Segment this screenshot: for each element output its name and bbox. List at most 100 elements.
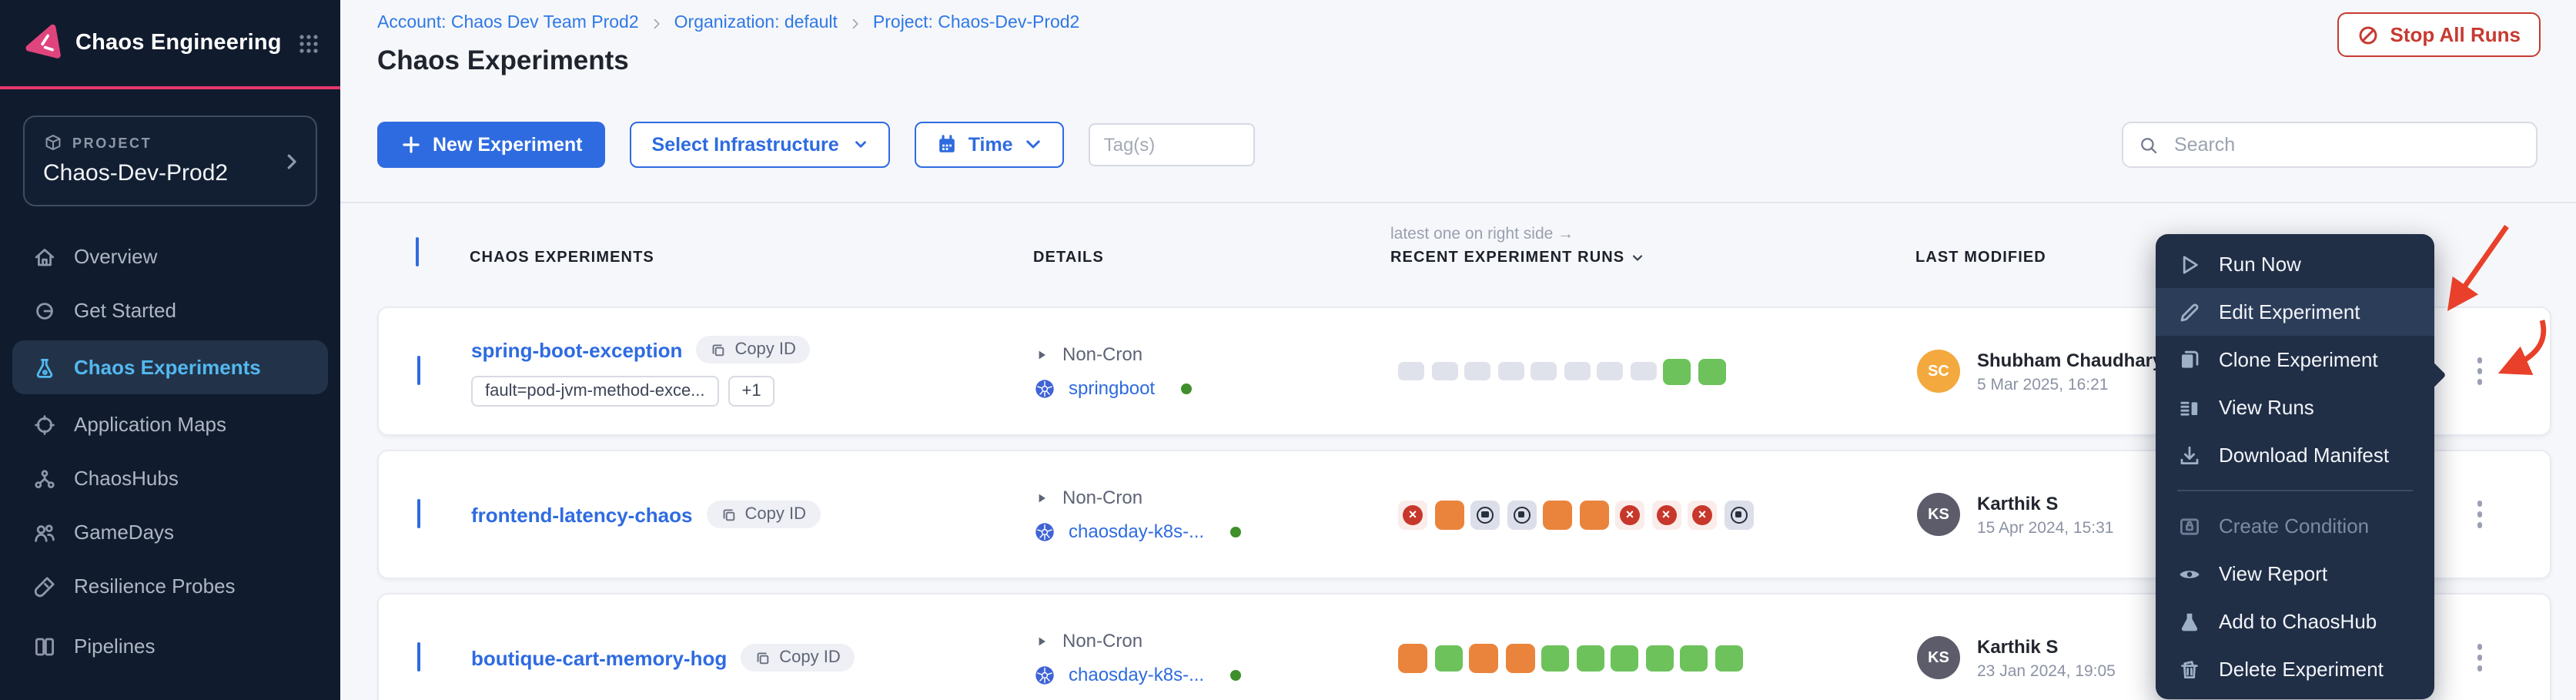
play-solid-icon[interactable] — [1035, 634, 1049, 648]
run-status-completed[interactable] — [1715, 645, 1742, 671]
run-status-failed[interactable]: × — [1688, 500, 1717, 529]
menu-item-edit-experiment[interactable]: Edit Experiment — [2156, 288, 2434, 336]
experiment-name-link[interactable]: frontend-latency-chaos — [471, 503, 693, 526]
tags-filter-input[interactable] — [1088, 123, 1255, 166]
new-experiment-button[interactable]: New Experiment — [377, 122, 606, 168]
breadcrumb-link-2[interactable]: Project: Chaos-Dev-Prod2 — [872, 14, 1080, 32]
column-header-last-modified: LAST MODIFIED — [1915, 250, 2046, 266]
menu-item-label: Delete Experiment — [2219, 658, 2384, 681]
play-solid-icon[interactable] — [1035, 491, 1049, 504]
copy-id-button[interactable]: Copy ID — [696, 336, 810, 363]
run-status-completed[interactable] — [1698, 358, 1725, 384]
sidebar-item-resilience-probes[interactable]: Resilience Probes — [0, 559, 340, 613]
menu-item-download-manifest[interactable]: Download Manifest — [2156, 431, 2434, 479]
flask-solid-icon — [2177, 609, 2202, 634]
sidebar-item-gamedays[interactable]: GameDays — [0, 505, 340, 559]
run-status-completed[interactable] — [1663, 358, 1691, 384]
run-status-no-run[interactable] — [1564, 362, 1590, 380]
menu-item-run-now[interactable]: Run Now — [2156, 240, 2434, 288]
menu-item-delete-experiment[interactable]: Delete Experiment — [2156, 645, 2434, 693]
run-status-completed[interactable] — [1680, 645, 1708, 671]
copy-id-button[interactable]: Copy ID — [706, 501, 820, 528]
menu-item-label: Download Manifest — [2219, 444, 2390, 467]
run-status-failed[interactable]: × — [1615, 500, 1644, 529]
search-input[interactable] — [2171, 132, 2521, 157]
run-status-no-run[interactable] — [1464, 362, 1490, 380]
row-checkbox[interactable] — [417, 499, 420, 528]
infrastructure-link[interactable]: chaosday-k8s-... — [1069, 521, 1205, 542]
sidebar-item-chaoshubs[interactable]: ChaosHubs — [0, 451, 340, 505]
infrastructure-link[interactable]: chaosday-k8s-... — [1069, 664, 1205, 685]
copy-icon — [721, 506, 738, 523]
project-selector[interactable]: PROJECT Chaos-Dev-Prod2 — [23, 116, 317, 206]
page-header: Account: Chaos Dev Team Prod2 Organizatio… — [340, 0, 2576, 77]
menu-item-view-runs[interactable]: View Runs — [2156, 383, 2434, 431]
copy-icon — [754, 649, 771, 666]
last-modified-cell: KS Karthik S 23 Jan 2024, 19:05 — [1895, 635, 2357, 680]
run-status-completed[interactable] — [1611, 645, 1638, 671]
run-status-completed[interactable] — [1541, 645, 1569, 671]
more-tags-chip[interactable]: +1 — [728, 376, 775, 407]
sidebar-item-pipelines[interactable]: Pipelines — [0, 619, 340, 673]
sidebar-item-label: Resilience Probes — [74, 574, 236, 598]
run-status-stopped[interactable] — [1507, 500, 1536, 529]
recent-runs-cell — [1392, 643, 1895, 672]
infrastructure-link[interactable]: springboot — [1069, 377, 1156, 399]
run-status-no-run[interactable] — [1630, 362, 1656, 380]
run-status-no-run[interactable] — [1497, 362, 1524, 380]
sidebar-item-label: ChaosHubs — [74, 467, 179, 490]
play-solid-icon[interactable] — [1035, 347, 1049, 361]
menu-divider — [2177, 490, 2413, 491]
project-label: PROJECT — [72, 135, 152, 150]
run-status-stopped[interactable] — [1470, 500, 1500, 529]
recent-runs-cell — [1392, 358, 1895, 384]
copy-id-button[interactable]: Copy ID — [741, 644, 855, 672]
row-checkbox[interactable] — [417, 642, 420, 672]
run-status-running[interactable] — [1505, 643, 1534, 672]
trash-icon — [2177, 657, 2202, 682]
menu-item-clone-experiment[interactable]: Clone Experiment — [2156, 336, 2434, 383]
breadcrumb-link-0[interactable]: Account: Chaos Dev Team Prod2 — [377, 14, 639, 32]
sidebar-item-application-maps[interactable]: Application Maps — [0, 397, 340, 451]
stop-all-runs-button[interactable]: Stop All Runs — [2337, 12, 2541, 57]
menu-item-label: Run Now — [2219, 253, 2301, 276]
experiment-name-link[interactable]: spring-boot-exception — [471, 338, 683, 361]
experiment-name-link[interactable]: boutique-cart-memory-hog — [471, 646, 728, 669]
menu-item-add-to-chaoshub[interactable]: Add to ChaosHub — [2156, 598, 2434, 645]
chevron-down-icon — [1024, 136, 1042, 154]
breadcrumb-link-1[interactable]: Organization: default — [674, 14, 838, 32]
row-actions-kebab[interactable] — [2471, 638, 2488, 678]
run-status-running[interactable] — [1398, 643, 1427, 672]
run-status-running[interactable] — [1579, 500, 1608, 529]
sidebar-item-overview[interactable]: Overview — [0, 229, 340, 283]
module-grid-icon[interactable] — [297, 32, 320, 55]
select-infrastructure-dropdown[interactable]: Select Infrastructure — [630, 122, 890, 168]
run-status-completed[interactable] — [1576, 645, 1604, 671]
sidebar-item-get-started[interactable]: Get Started — [0, 283, 340, 337]
menu-item-view-report[interactable]: View Report — [2156, 550, 2434, 598]
run-status-no-run[interactable] — [1398, 362, 1424, 380]
run-status-failed[interactable]: × — [1651, 500, 1681, 529]
run-status-no-run[interactable] — [1597, 362, 1623, 380]
run-status-running[interactable] — [1543, 500, 1572, 529]
row-actions-kebab[interactable] — [2471, 352, 2488, 391]
run-status-completed[interactable] — [1645, 645, 1673, 671]
copy-id-label: Copy ID — [744, 505, 807, 524]
run-status-running[interactable] — [1469, 643, 1498, 672]
row-actions-kebab[interactable] — [2471, 495, 2488, 534]
row-checkbox[interactable] — [417, 356, 420, 385]
run-status-no-run[interactable] — [1431, 362, 1457, 380]
recent-runs-sort[interactable]: RECENT EXPERIMENT RUNS — [1390, 250, 1894, 266]
column-header-chaos-experiments: CHAOS EXPERIMENTS — [470, 250, 654, 266]
run-status-failed[interactable]: × — [1398, 500, 1427, 529]
select-all-checkbox[interactable] — [416, 237, 419, 266]
run-status-running[interactable] — [1434, 500, 1464, 529]
target-icon — [32, 412, 57, 437]
menu-item-create-condition: Create Condition — [2156, 502, 2434, 550]
time-filter-dropdown[interactable]: Time — [914, 122, 1064, 168]
sidebar-item-chaos-experiments[interactable]: Chaos Experiments — [12, 340, 328, 394]
chev-right-icon — [848, 16, 862, 30]
run-status-stopped[interactable] — [1724, 500, 1753, 529]
run-status-no-run[interactable] — [1531, 362, 1557, 380]
run-status-completed[interactable] — [1434, 645, 1462, 671]
